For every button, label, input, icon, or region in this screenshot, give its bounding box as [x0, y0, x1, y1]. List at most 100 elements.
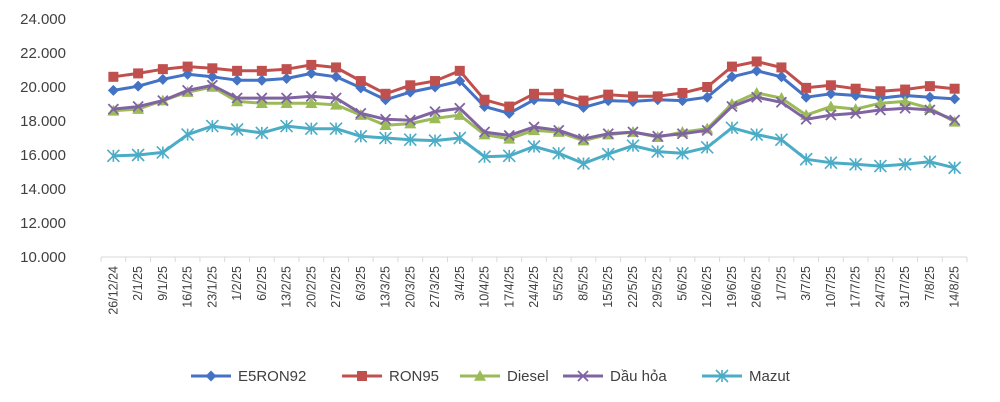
data-point-ron95: [157, 64, 168, 75]
data-point-d-u-h-a: [256, 92, 268, 104]
legend-item-diesel: Diesel: [460, 368, 549, 385]
x-tick-label: 2/1/25: [131, 266, 145, 301]
data-point-ron95: [900, 84, 911, 95]
x-tick-label: 29/5/25: [651, 266, 665, 308]
data-point-mazut: [552, 146, 566, 160]
y-axis-labels: 10.000 12.000 14.000 16.000 18.000 20.000 22.0…: [20, 11, 66, 266]
data-point-mazut: [230, 122, 244, 137]
data-point-diesel: [255, 97, 268, 108]
x-axis-ticks: [100, 257, 968, 262]
data-point-d-u-h-a: [305, 90, 317, 102]
data-point-e5ron92: [157, 73, 169, 85]
data-point-diesel: [824, 100, 837, 112]
x-tick-label: 5/5/25: [552, 266, 566, 301]
data-point-ron95: [776, 62, 787, 73]
data-point-ron95: [232, 65, 243, 76]
data-point-d-u-h-a: [800, 113, 812, 125]
x-tick-label: 16/1/25: [181, 266, 195, 308]
data-point-ron95: [355, 76, 366, 87]
data-point-mazut: [799, 152, 813, 166]
data-point-diesel: [429, 112, 442, 124]
legend-item-e5ron92: E5RON92: [191, 368, 306, 385]
data-point-e5ron92: [107, 84, 119, 96]
data-point-ron95: [677, 87, 688, 98]
data-point-ron95: [801, 82, 812, 93]
series-group: [106, 56, 962, 175]
data-point-d-u-h-a: [107, 103, 120, 115]
data-point-diesel: [280, 97, 293, 108]
y-tick-label: 10.000: [20, 249, 66, 266]
data-point-diesel: [478, 128, 491, 140]
data-point-e5ron92: [330, 71, 342, 83]
data-point-d-u-h-a: [899, 102, 911, 114]
data-point-mazut: [626, 139, 640, 153]
data-point-d-u-h-a: [157, 94, 169, 107]
legend-marker: [715, 369, 729, 383]
data-point-ron95: [726, 61, 737, 72]
data-point-ron95: [825, 80, 836, 91]
data-point-mazut: [453, 131, 467, 145]
x-tick-label: 9/1/25: [156, 266, 170, 301]
data-point-d-u-h-a: [652, 130, 664, 142]
data-point-mazut: [576, 156, 591, 171]
data-point-mazut: [304, 122, 318, 136]
data-point-mazut: [725, 121, 739, 135]
legend-label: Mazut: [749, 368, 791, 385]
data-point-mazut: [106, 149, 120, 163]
data-point-mazut: [255, 126, 269, 140]
data-point-mazut: [849, 157, 863, 171]
data-point-ron95: [627, 91, 638, 102]
data-point-mazut: [774, 133, 788, 147]
data-point-ron95: [751, 56, 762, 67]
x-tick-label: 31/7/25: [898, 266, 912, 308]
data-point-ron95: [949, 83, 960, 94]
y-tick-label: 24.000: [20, 11, 66, 28]
data-point-diesel: [899, 95, 912, 107]
data-point-d-u-h-a: [553, 124, 565, 136]
data-point-e5ron92: [775, 71, 787, 83]
x-tick-label: 24/4/25: [527, 266, 541, 308]
x-axis-labels: 26/12/24 2/1/25 9/1/25 16/1/25 23/1/25 1/2/25…: [106, 266, 961, 315]
data-point-d-u-h-a: [355, 107, 367, 119]
data-point-diesel: [132, 103, 145, 114]
data-point-mazut: [502, 149, 516, 163]
data-point-mazut: [477, 150, 492, 164]
x-tick-label: 3/7/25: [799, 266, 813, 301]
y-tick-label: 12.000: [20, 215, 66, 232]
data-point-ron95: [529, 88, 539, 99]
data-point-mazut: [280, 119, 294, 133]
x-tick-label: 17/7/25: [849, 266, 863, 308]
data-point-d-u-h-a: [454, 102, 466, 114]
data-point-ron95: [875, 86, 886, 97]
legend-label: RON95: [389, 368, 439, 385]
data-point-ron95: [256, 65, 267, 76]
data-point-d-u-h-a: [206, 79, 218, 91]
data-point-d-u-h-a: [379, 113, 392, 125]
x-tick-label: 14/8/25: [948, 266, 962, 308]
x-tick-label: 1/7/25: [774, 266, 788, 301]
data-point-d-u-h-a: [330, 92, 342, 104]
data-point-d-u-h-a: [429, 106, 441, 118]
data-point-d-u-h-a: [280, 92, 293, 104]
data-point-mazut: [824, 156, 838, 170]
x-tick-label: 10/7/25: [824, 266, 838, 308]
x-tick-label: 8/5/25: [576, 266, 590, 301]
data-point-d-u-h-a: [478, 126, 491, 138]
data-point-d-u-h-a: [676, 128, 689, 140]
data-point-d-u-h-a: [874, 104, 887, 116]
data-point-ron95: [108, 71, 119, 82]
x-tick-label: 12/6/25: [700, 266, 714, 308]
data-point-mazut: [675, 146, 690, 160]
data-point-d-u-h-a: [577, 133, 590, 145]
data-point-diesel: [404, 117, 417, 129]
legend-item-d-u-h-a: Dầu hỏa: [563, 368, 667, 385]
y-tick-label: 14.000: [20, 181, 66, 198]
data-point-d-u-h-a: [404, 114, 416, 126]
data-point-ron95: [479, 94, 490, 105]
legend-marker: [577, 370, 589, 382]
data-point-ron95: [504, 101, 515, 112]
x-tick-label: 6/2/25: [255, 266, 269, 301]
data-point-e5ron92: [825, 88, 837, 100]
data-point-d-u-h-a: [924, 104, 936, 116]
